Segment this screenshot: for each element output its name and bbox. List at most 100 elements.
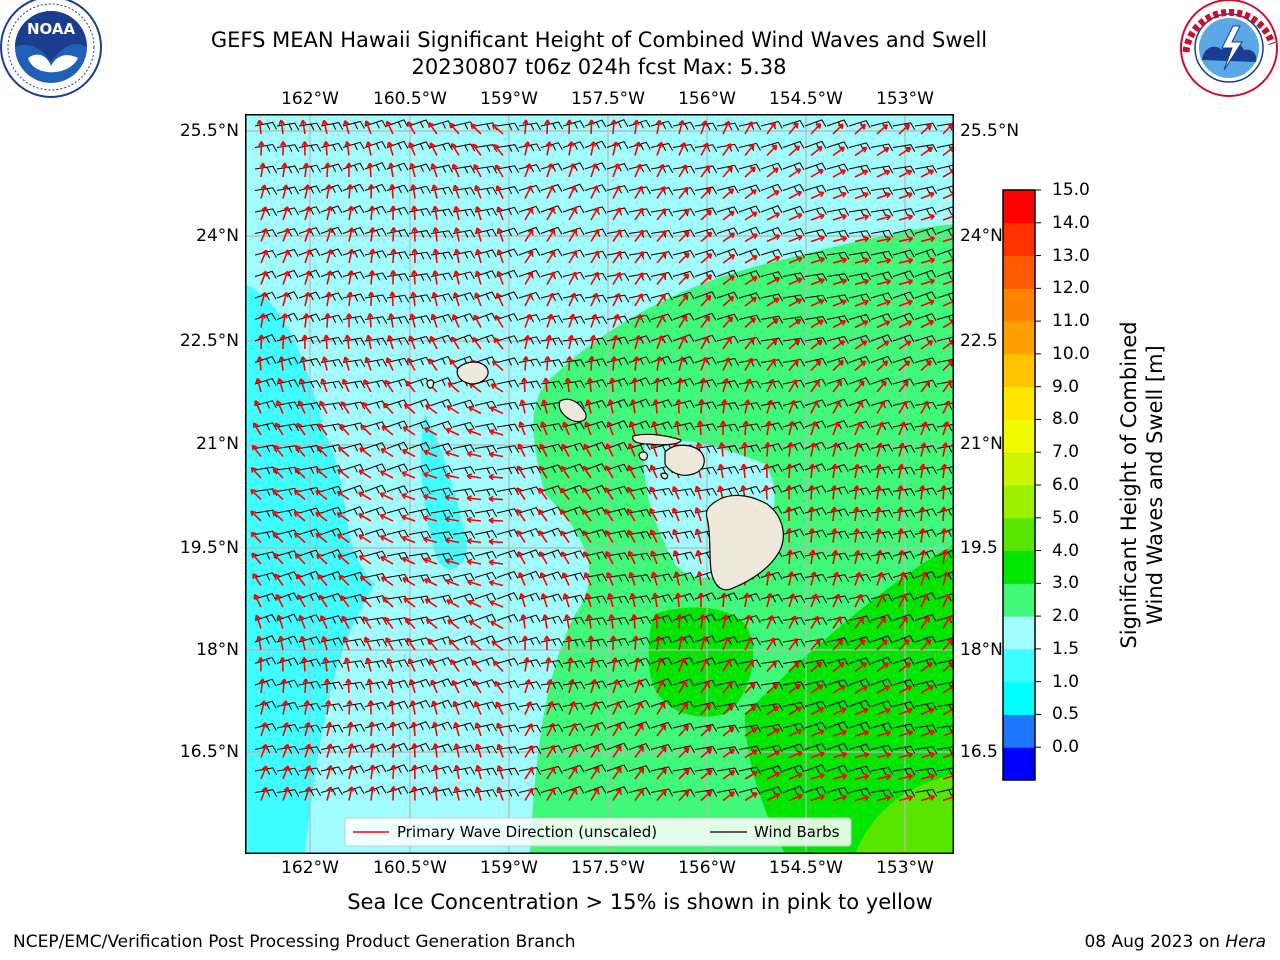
wind-barb xyxy=(452,444,476,453)
wave-direction-arrow xyxy=(700,747,713,759)
wind-barb xyxy=(870,466,894,475)
wind-barb xyxy=(408,486,431,495)
wave-direction-arrow xyxy=(744,337,755,350)
lon-tick-bottom: 153°W xyxy=(876,858,934,878)
wave-direction-arrow xyxy=(810,571,817,586)
colorbar-segment xyxy=(1003,255,1035,289)
wave-direction-arrow xyxy=(876,299,891,307)
wave-direction-arrow xyxy=(402,577,416,587)
wave-direction-arrow xyxy=(466,450,482,458)
wind-barb xyxy=(342,527,365,537)
wave-direction-arrow xyxy=(258,141,265,156)
wave-direction-arrow xyxy=(810,794,825,802)
wave-direction-arrow xyxy=(364,356,372,371)
wave-direction-arrow xyxy=(876,169,891,178)
wave-direction-arrow xyxy=(446,405,460,415)
wave-direction-arrow xyxy=(920,380,931,393)
wind-barb xyxy=(496,291,519,301)
wave-direction-arrow xyxy=(559,487,570,500)
wind-barb xyxy=(914,144,938,152)
wave-direction-arrow xyxy=(423,449,438,458)
wind-barb xyxy=(892,530,916,539)
wave-direction-arrow xyxy=(832,661,845,673)
wind-barb xyxy=(430,186,454,195)
wind-barb xyxy=(474,635,497,645)
wind-barb xyxy=(804,337,828,345)
colorbar-segment xyxy=(1003,517,1035,552)
colorbar-tick-label: 15.0 xyxy=(1052,180,1090,200)
wind-barb xyxy=(342,293,366,302)
wave-direction-arrow xyxy=(787,442,794,457)
wind-barb xyxy=(320,659,344,668)
wind-barb xyxy=(342,120,365,130)
wave-direction-arrow xyxy=(744,636,753,651)
wind-barb xyxy=(914,269,937,279)
wave-direction-arrow xyxy=(853,463,861,479)
svg-text:NOAA: NOAA xyxy=(27,20,76,38)
wave-direction-arrow xyxy=(649,486,658,500)
wind-barb xyxy=(914,767,938,776)
wave-direction-arrow xyxy=(678,657,686,672)
wave-direction-arrow xyxy=(590,787,599,801)
lon-tick-bottom: 159°W xyxy=(480,858,538,878)
wave-direction-arrow xyxy=(363,379,372,393)
wave-direction-arrow xyxy=(876,400,885,414)
wave-direction-arrow xyxy=(538,530,548,543)
wind-barb xyxy=(254,165,278,174)
wave-direction-arrow xyxy=(612,334,619,350)
wave-direction-arrow xyxy=(744,704,757,716)
wave-direction-arrow xyxy=(810,638,821,651)
wave-direction-arrow xyxy=(876,639,888,651)
wave-direction-arrow xyxy=(387,678,394,694)
wave-direction-arrow xyxy=(604,487,614,500)
wave-direction-arrow xyxy=(653,614,661,629)
wave-direction-arrow xyxy=(656,335,664,350)
wave-direction-arrow xyxy=(260,291,267,307)
wave-direction-arrow xyxy=(473,701,482,715)
wind-barb xyxy=(452,421,475,431)
wind-barb xyxy=(474,165,498,174)
wind-barb xyxy=(870,165,894,174)
wind-barb xyxy=(694,379,717,388)
wave-direction-arrow xyxy=(722,770,736,780)
wave-direction-arrow xyxy=(450,336,460,350)
wave-direction-arrow xyxy=(876,773,892,780)
map-legend: Primary Wave Direction (unscaled) Wind B… xyxy=(344,817,852,847)
wind-barb xyxy=(430,487,454,496)
wind-barb xyxy=(760,594,783,603)
wind-barb xyxy=(496,702,520,711)
wave-direction-arrow xyxy=(423,578,438,587)
wave-direction-arrow xyxy=(293,532,306,544)
wave-direction-arrow xyxy=(410,270,418,285)
wind-barb xyxy=(364,722,387,732)
wind-barb xyxy=(452,531,476,539)
wave-direction-arrow xyxy=(277,635,285,651)
wave-direction-arrow xyxy=(656,724,667,737)
colorbar xyxy=(1002,189,1041,781)
wave-direction-arrow xyxy=(259,313,266,328)
wind-barb xyxy=(826,207,850,216)
wave-direction-arrow xyxy=(678,252,690,264)
wind-barb xyxy=(342,723,366,732)
wave-direction-arrow xyxy=(854,707,869,716)
wave-direction-arrow xyxy=(940,506,948,522)
wind-barb xyxy=(628,657,651,667)
wave-direction-arrow xyxy=(854,235,870,243)
wind-barb xyxy=(628,531,652,539)
wave-direction-arrow xyxy=(427,638,438,651)
wave-direction-arrow xyxy=(296,422,306,436)
wave-direction-arrow xyxy=(428,358,438,371)
wave-direction-arrow xyxy=(272,531,284,544)
wave-direction-arrow xyxy=(559,509,570,522)
lat-tick-right: 16.5 xyxy=(960,742,998,762)
wind-barb xyxy=(386,529,409,538)
wave-direction-arrow xyxy=(920,729,935,737)
wave-direction-arrow xyxy=(722,316,734,329)
wave-direction-arrow xyxy=(694,528,702,543)
wave-direction-arrow xyxy=(673,571,681,586)
wind-barb xyxy=(276,724,300,733)
wind-barb xyxy=(496,592,519,602)
wave-direction-arrow xyxy=(700,680,710,694)
wave-direction-arrow xyxy=(341,378,350,393)
wave-direction-arrow xyxy=(766,705,780,716)
